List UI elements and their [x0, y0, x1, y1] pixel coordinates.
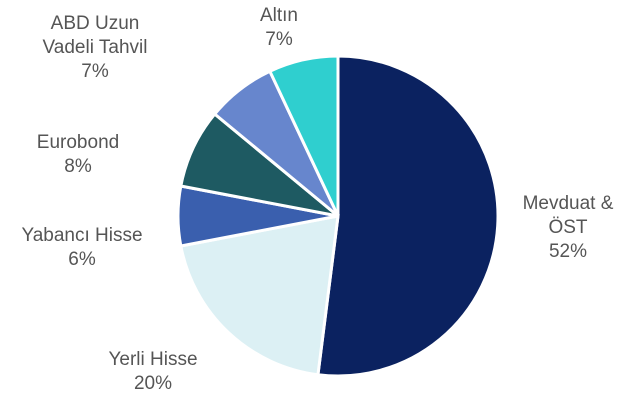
value-label: 6% [68, 249, 96, 270]
slice-label: Yabancı Hisse 6% [2, 224, 162, 272]
value-label: 52% [548, 241, 588, 262]
value-label: 8% [64, 156, 92, 177]
category-name: ABD Uzun Vadeli Tahvil [42, 13, 148, 58]
category-name: Altın [259, 5, 299, 26]
category-name: Mevduat & ÖST [522, 193, 614, 238]
category-name: Yabancı Hisse [21, 225, 143, 246]
pie-slice [267, 54, 340, 217]
slice-label: ABD Uzun Vadeli Tahvil 7% [25, 12, 165, 84]
slice-label: Altın 7% [239, 4, 319, 52]
slice-label: Yerli Hisse 20% [88, 348, 218, 396]
category-name: Eurobond [36, 132, 120, 153]
slice-label: Mevduat & ÖST 52% [513, 192, 623, 264]
value-label: 7% [81, 61, 109, 82]
value-label: 7% [265, 29, 293, 50]
slice-label: Eurobond 8% [18, 131, 138, 179]
pie-slice [316, 54, 500, 378]
pie-slice [179, 214, 340, 377]
category-name: Yerli Hisse [108, 349, 198, 370]
value-label: 20% [133, 373, 173, 394]
